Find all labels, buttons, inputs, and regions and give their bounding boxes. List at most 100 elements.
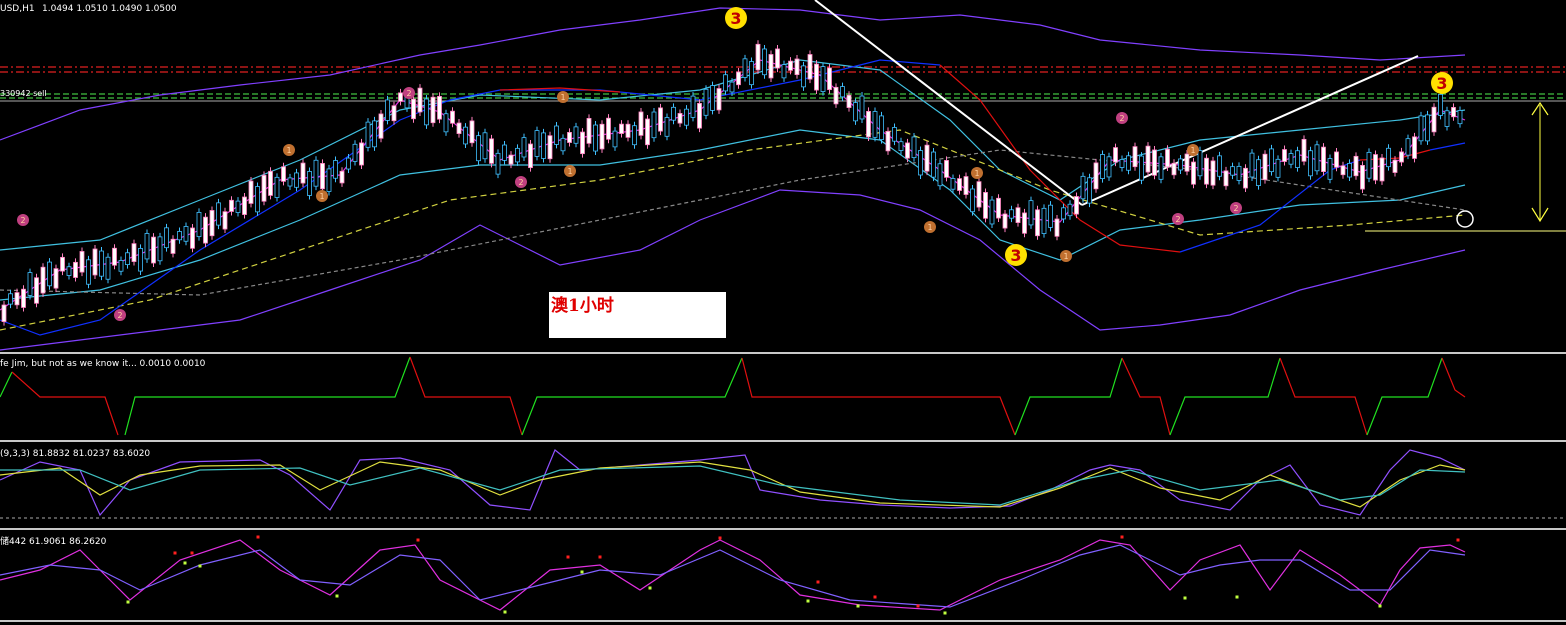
candle [729, 81, 735, 93]
badge-label: 2 [117, 311, 122, 320]
candle [716, 88, 722, 111]
badge [1172, 213, 1184, 225]
candle [853, 102, 858, 122]
candle [1275, 158, 1281, 178]
candle [1113, 147, 1118, 163]
candle [456, 122, 462, 134]
candle [346, 157, 351, 170]
candle [931, 151, 936, 178]
candle [1204, 157, 1209, 185]
badge-label: 2 [518, 178, 523, 187]
candle [1295, 150, 1300, 168]
candle [710, 85, 715, 111]
candle [872, 111, 878, 138]
candle [840, 86, 845, 98]
candle [859, 95, 865, 120]
signal-dot [416, 538, 420, 542]
candle [1340, 165, 1346, 176]
candle [580, 131, 585, 155]
candle [359, 142, 364, 166]
candle [313, 159, 319, 187]
candle [638, 111, 644, 136]
candle [1262, 153, 1268, 181]
candle [372, 120, 377, 148]
candle [294, 172, 299, 188]
badge [725, 7, 747, 29]
candle [1054, 218, 1060, 237]
candle [1041, 207, 1047, 234]
signal-dot [256, 535, 260, 539]
signal-dot [126, 600, 130, 604]
candle [1451, 107, 1456, 118]
signal-dot [503, 610, 507, 614]
candle [1392, 159, 1398, 173]
panel-label: (9,3,3) 81.8832 81.0237 83.6020 [0, 449, 150, 459]
badge-label: 1 [319, 192, 324, 201]
signal-dot [580, 570, 584, 574]
signal-dot [873, 595, 877, 599]
candle [1347, 162, 1352, 178]
candle [1236, 165, 1242, 181]
candle [222, 211, 228, 230]
badge-label: 2 [406, 89, 411, 98]
candle [437, 95, 442, 120]
candle [66, 266, 72, 276]
signal-dot [806, 599, 810, 603]
badge-label: 2 [1175, 215, 1180, 224]
candle [1334, 151, 1339, 168]
candle [1230, 166, 1235, 176]
candle [157, 236, 163, 262]
candle [677, 113, 683, 124]
order-label: 330942 sell [0, 89, 47, 98]
candle [801, 65, 806, 88]
signal-dot [1120, 535, 1124, 539]
candle [515, 147, 520, 163]
candle [1100, 154, 1105, 179]
candle [1223, 170, 1229, 187]
candle [1444, 110, 1450, 127]
panel-label: fe Jim, but not as we know it... 0.0010 … [0, 359, 206, 369]
candle [482, 132, 488, 160]
price-levels [0, 66, 1566, 102]
signal-dot [1235, 595, 1239, 599]
candle [8, 293, 13, 305]
badge-label: 1 [1190, 146, 1195, 155]
candle [528, 143, 533, 169]
candle [274, 176, 280, 198]
candle [216, 202, 221, 226]
candle [1386, 147, 1391, 168]
candle [1210, 160, 1216, 186]
candle [1087, 177, 1092, 204]
candle [469, 120, 475, 144]
candle [957, 178, 962, 191]
candle [989, 199, 995, 225]
candle [73, 261, 78, 278]
candle [1438, 93, 1443, 116]
badge-label: 2 [1233, 204, 1238, 213]
candle [430, 96, 436, 124]
candle [1431, 106, 1437, 133]
candle [768, 54, 774, 79]
candle [788, 60, 793, 71]
candle [892, 127, 897, 142]
separators [0, 352, 1566, 622]
candle [898, 141, 904, 151]
candle [547, 135, 553, 160]
candle [1171, 162, 1177, 176]
badge [515, 176, 527, 188]
candle [1152, 149, 1157, 176]
candle [775, 48, 780, 69]
candle [573, 126, 579, 144]
note: 澳1小时 [551, 295, 614, 316]
candle [398, 92, 403, 102]
candle [1139, 155, 1144, 181]
badge-label: 3 [1010, 246, 1021, 265]
candle [92, 248, 98, 276]
candle [463, 126, 468, 145]
candle [385, 99, 390, 121]
badge [1116, 112, 1128, 124]
badge [283, 144, 295, 156]
candle [105, 256, 111, 280]
signal-dot [598, 555, 602, 559]
candle [1015, 207, 1021, 223]
